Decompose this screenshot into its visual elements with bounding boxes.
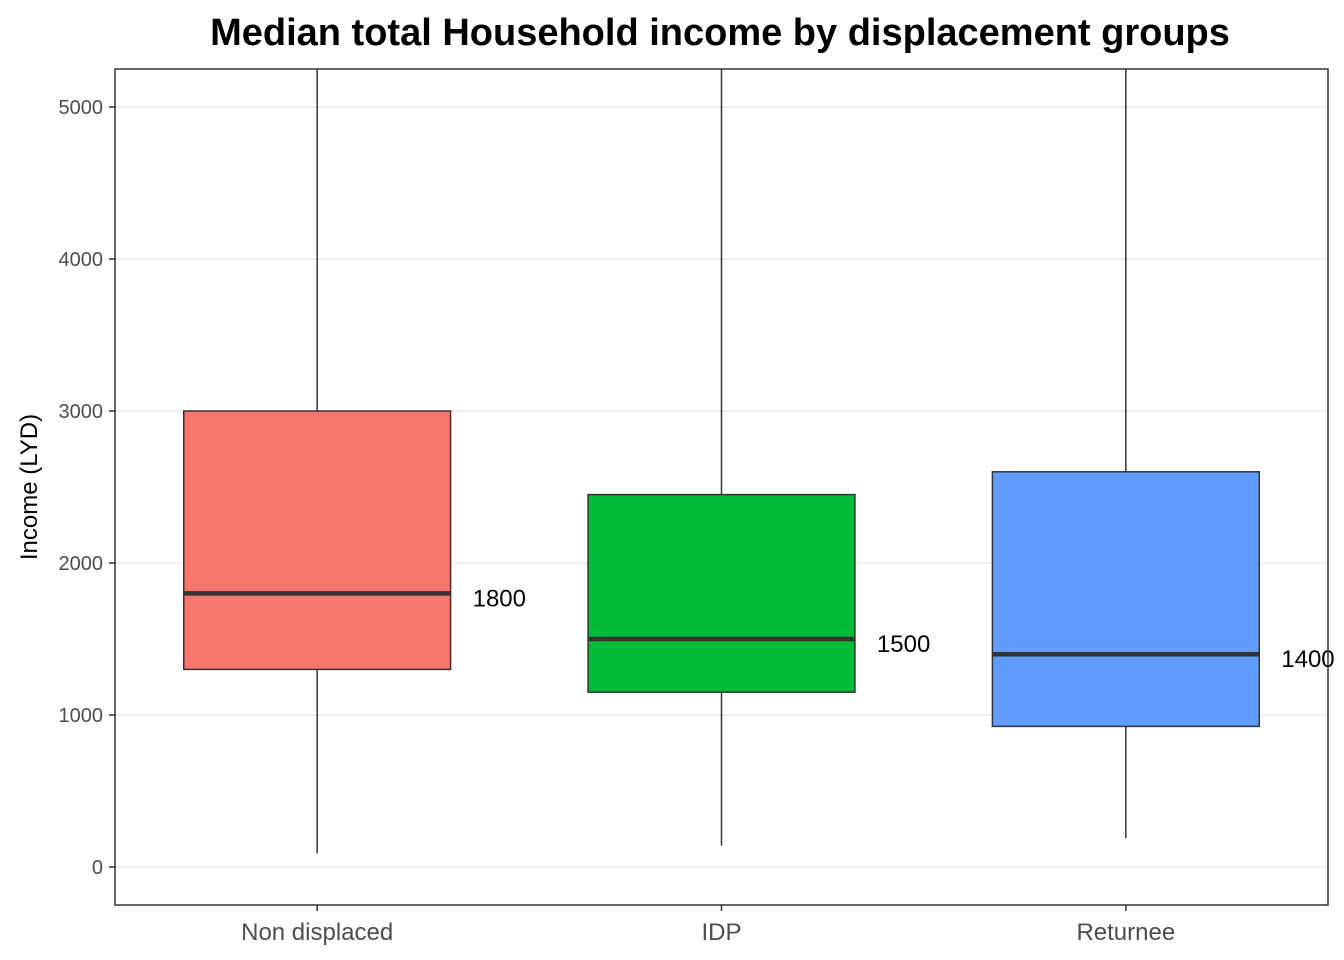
x-tick-label: IDP	[701, 919, 741, 946]
y-axis-ticks: 0 1000 2000 3000 4000 5000	[59, 97, 115, 879]
box-returnee	[991, 471, 1261, 728]
y-axis-label: Income (LYD)	[16, 414, 43, 560]
boxes-layer: 1800 1500 1400	[182, 69, 1335, 854]
median-data-label: 1500	[877, 631, 930, 658]
x-axis-ticks: Non displaced IDP Returnee	[241, 905, 1175, 946]
chart-title: Median total Household income by displac…	[210, 12, 1230, 54]
x-tick-label: Returnee	[1076, 919, 1175, 946]
y-tick-label: 5000	[59, 97, 104, 119]
box-idp	[587, 493, 856, 693]
median-data-label: 1800	[473, 585, 526, 612]
y-tick-label: 1000	[59, 705, 104, 727]
y-tick-label: 3000	[59, 401, 104, 423]
median-data-label: 1400	[1281, 646, 1334, 673]
y-tick-label: 2000	[59, 553, 104, 575]
y-tick-label: 4000	[59, 249, 104, 271]
x-tick-label: Non displaced	[241, 919, 393, 946]
box-non-displaced	[182, 410, 452, 671]
y-tick-label: 0	[92, 857, 103, 879]
